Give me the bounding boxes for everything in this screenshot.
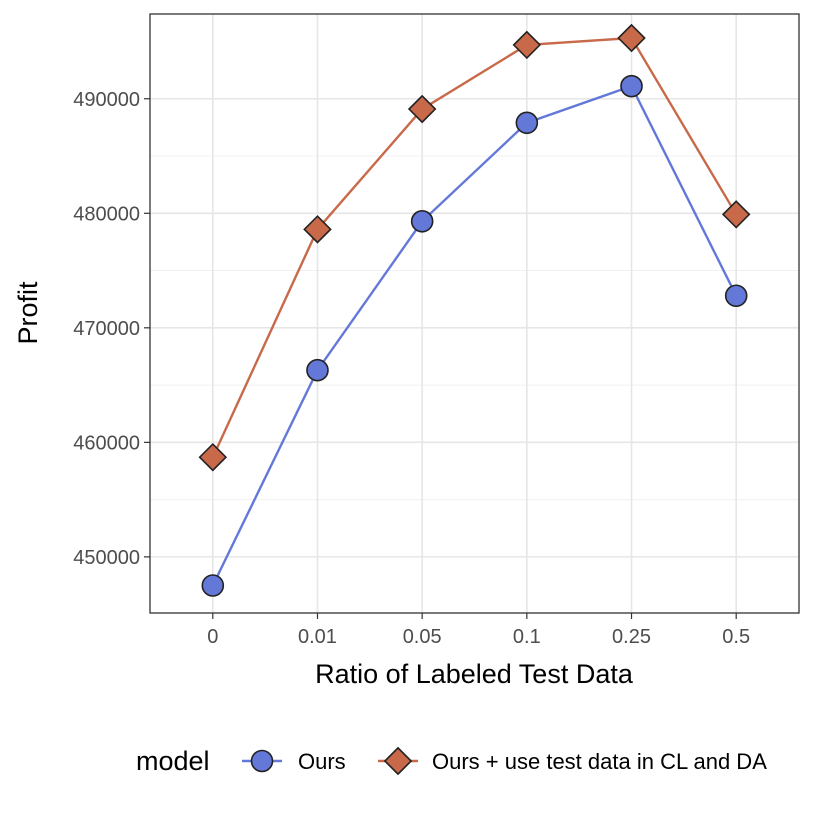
data-point: [617, 23, 646, 53]
x-axis-title: Ratio of Labeled Test Data: [315, 659, 634, 689]
data-point: [303, 215, 332, 244]
x-axis: 0 0.01 0.05 0.1 0.25 0.5: [207, 613, 750, 648]
legend: model Ours Ours + use test data in CL and…: [136, 746, 767, 776]
x-tick-label: 0.01: [298, 626, 337, 648]
plot-panel-border: [149, 13, 800, 614]
legend-key-marker: [383, 746, 413, 776]
legend-label: Ours: [298, 749, 346, 774]
y-axis: 450000 460000 470000 480000 490000: [73, 89, 150, 569]
x-tick-label: 0: [207, 626, 218, 648]
y-tick-label: 480000: [73, 203, 140, 225]
y-tick-label: 470000: [73, 318, 140, 340]
data-point: [512, 30, 542, 60]
data-point: [620, 74, 643, 98]
series-line-ours-test-data: [211, 36, 738, 458]
y-tick-label: 490000: [73, 89, 140, 111]
series-line-ours: [211, 84, 738, 587]
grid: [150, 14, 799, 613]
legend-label: Ours + use test data in CL and DA: [432, 749, 767, 774]
x-tick-label: 0.5: [722, 626, 750, 648]
legend-item-ours-test-data: Ours + use test data in CL and DA: [378, 746, 767, 776]
data-point: [724, 284, 748, 308]
x-tick-label: 0.25: [612, 626, 651, 648]
data-point: [515, 111, 539, 135]
series-layer: [198, 23, 751, 597]
x-tick-label: 0.1: [513, 626, 541, 648]
legend-title: model: [136, 746, 210, 776]
data-point: [198, 442, 228, 472]
x-tick-label: 0.05: [403, 626, 442, 648]
series-points-ours-test-data: [198, 23, 751, 472]
series-points-ours: [201, 74, 748, 597]
legend-item-ours: Ours: [242, 749, 346, 774]
legend-key-marker: [250, 749, 274, 773]
data-point: [407, 94, 437, 124]
data-point: [201, 574, 225, 597]
data-point: [306, 358, 329, 382]
data-point: [721, 200, 751, 229]
data-point: [410, 210, 434, 233]
y-axis-title: Profit: [13, 281, 43, 345]
y-tick-label: 450000: [73, 547, 140, 569]
y-tick-label: 460000: [73, 432, 140, 454]
